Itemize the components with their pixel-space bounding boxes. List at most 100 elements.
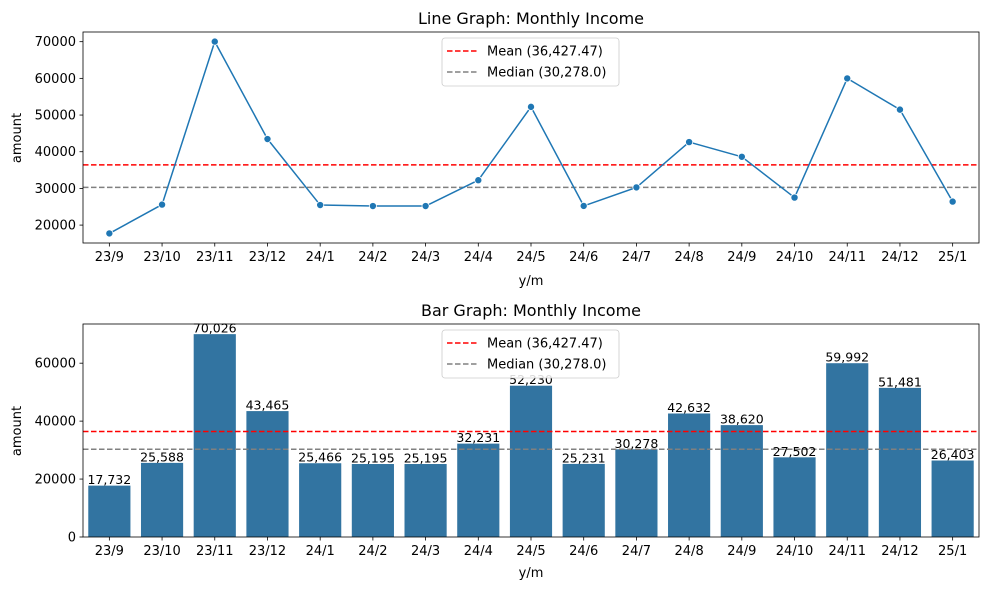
bar-value-label-24-3: 25,195 [404,451,448,466]
bar-value-label-23-11: 70,026 [193,321,237,336]
bar-24-12 [878,387,922,537]
line-chart-x-tick-label: 24/2 [358,250,387,265]
bar-chart-x-tick-label: 23/11 [196,544,233,559]
bar-chart-x-tick-label: 23/9 [95,544,124,559]
line-chart-x-tick-label: 23/12 [249,250,286,265]
line-chart-x-tick-label: 24/8 [675,250,704,265]
line-chart-x-tick-label: 25/1 [938,250,967,265]
bar-chart-plot-layer: 17,732 25,588 70,026 43,465 25,466 25,195 25,1… [83,321,979,537]
bar-chart-x-tick-label: 24/5 [516,544,545,559]
bar-24-11 [826,363,869,537]
bar-chart-x-tick-label: 24/3 [411,544,440,559]
bar-24-9 [720,425,763,537]
line-chart-x-tick-label: 24/4 [464,250,493,265]
bar-chart-x-tick-label: 24/2 [358,544,387,559]
bar-value-label-24-4: 32,231 [456,430,500,445]
bar-24-7 [615,449,658,537]
bar-chart-y-tick-label: 40000 [35,415,76,430]
line-chart-x-tick-label: 24/6 [569,250,598,265]
bar-23-10 [140,462,184,537]
bar-24-2 [351,464,394,537]
line-point-24-3 [421,202,430,211]
line-point-24-8 [685,138,694,147]
bar-value-label-24-2: 25,195 [351,451,395,466]
bar-chart-x-tick-label: 24/1 [306,544,335,559]
bar-24-1 [299,463,342,537]
line-point-24-5 [527,102,536,111]
bar-24-10 [773,457,816,537]
line-chart-title: Line Graph: Monthly Income [418,9,644,28]
bar-chart-x-tick-label: 24/4 [464,544,493,559]
line-chart-ticks: 23/9 23/10 23/11 23/12 24/1 24/2 24/3 24/4 24/5 2… [35,35,968,265]
line-point-24-4 [474,176,483,185]
bar-23-12 [246,411,289,537]
bar-chart-legend-box [441,329,620,379]
bar-23-11 [193,334,236,537]
line-chart-y-tick-label: 30000 [35,182,76,197]
bar-chart-x-tick-label: 24/11 [829,544,866,559]
bar-chart-x-axis-label: y/m [519,566,544,581]
line-point-24-7 [632,183,641,192]
bar-chart-legend-median-label: Median (30,278.0) [487,358,606,373]
line-chart-y-tick-label: 40000 [35,145,76,160]
line-point-23-10 [158,200,167,209]
line-chart-x-tick-label: 24/3 [411,250,440,265]
line-chart-y-tick-label: 20000 [35,219,76,234]
bar-chart: Bar Graph: Monthly Income y/m amount 17,… [10,301,980,581]
line-chart: Line Graph: Monthly Income y/m amount 23… [10,9,980,289]
line-point-24-10 [790,193,799,202]
bar-chart-title: Bar Graph: Monthly Income [421,301,641,320]
bar-chart-x-tick-label: 24/12 [881,544,918,559]
bar-24-8 [668,413,711,537]
bar-24-4 [457,443,500,537]
line-chart-y-axis-label: amount [10,113,25,163]
line-chart-x-tick-label: 24/12 [881,250,918,265]
bar-23-9 [88,485,131,537]
line-point-23-12 [263,135,272,144]
line-point-24-12 [895,105,904,114]
line-chart-y-tick-label: 70000 [35,35,76,50]
bar-chart-y-tick-label: 60000 [35,357,76,372]
bar-value-label-24-10: 27,502 [773,444,817,459]
line-chart-x-tick-label: 23/11 [196,250,233,265]
bar-chart-y-axis-label: amount [10,406,25,456]
bar-value-label-24-9: 38,620 [720,412,764,427]
line-point-23-11 [210,37,219,46]
bar-value-label-24-12: 51,481 [878,374,922,389]
line-point-24-1 [316,201,325,210]
bar-chart-legend: Mean (36,427.47) Median (30,278.0) [441,329,620,379]
line-chart-x-tick-label: 23/10 [143,250,180,265]
line-chart-x-tick-label: 23/9 [95,250,124,265]
bar-chart-x-tick-label: 24/6 [569,544,598,559]
bar-chart-x-tick-label: 23/10 [143,544,180,559]
bar-value-label-24-8: 42,632 [667,400,711,415]
bar-value-label-23-9: 17,732 [87,472,131,487]
line-point-25-1 [948,197,957,206]
bar-chart-y-tick-label: 0 [68,531,76,546]
line-chart-x-tick-label: 24/5 [516,250,545,265]
line-chart-x-axis-label: y/m [519,274,544,289]
bar-chart-legend-mean-label: Mean (36,427.47) [487,337,603,352]
line-chart-x-tick-label: 24/11 [829,250,866,265]
bar-value-label-23-12: 43,465 [246,398,290,413]
line-point-24-9 [737,152,746,161]
line-point-24-6 [579,201,588,210]
line-point-23-9 [105,229,114,238]
line-chart-legend: Mean (36,427.47) Median (30,278.0) [441,37,620,87]
bar-chart-x-tick-label: 25/1 [938,544,967,559]
line-chart-plot-layer [83,37,979,238]
bar-value-label-24-11: 59,992 [825,350,869,365]
line-point-24-2 [368,202,377,211]
bar-value-label-25-1: 26,403 [931,447,975,462]
bar-value-label-24-6: 25,231 [562,450,606,465]
line-chart-x-tick-label: 24/10 [776,250,813,265]
bar-chart-x-tick-label: 24/9 [727,544,756,559]
bar-chart-x-tick-label: 24/8 [675,544,704,559]
line-point-24-11 [843,74,852,83]
bar-25-1 [931,460,974,537]
bar-24-5 [509,385,553,537]
bar-24-6 [562,463,605,537]
bar-value-label-24-7: 30,278 [615,436,659,451]
line-chart-x-tick-label: 24/1 [306,250,335,265]
